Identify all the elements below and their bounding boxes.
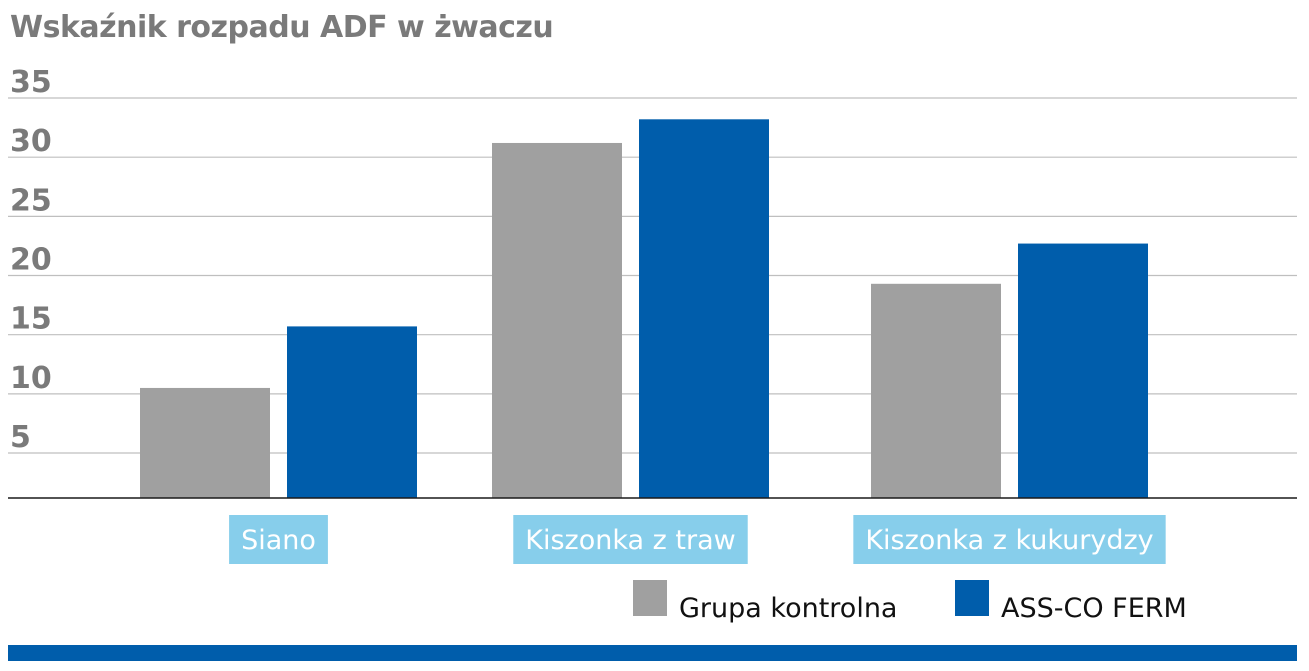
category-label-bg bbox=[853, 515, 1166, 564]
bar-control-2 bbox=[871, 283, 1001, 498]
bar-control-1 bbox=[492, 142, 622, 499]
bar-asscoferm-1 bbox=[639, 119, 769, 499]
bar-asscoferm-2 bbox=[1018, 243, 1148, 498]
legend-swatch bbox=[955, 580, 989, 616]
bar-control-0 bbox=[140, 387, 270, 498]
y-tick-label: 15 bbox=[10, 302, 52, 337]
y-tick-label: 10 bbox=[10, 361, 52, 396]
bar-asscoferm-0 bbox=[287, 326, 417, 498]
legend-item-0: Grupa kontrolna bbox=[633, 580, 897, 624]
y-tick-label: 25 bbox=[10, 183, 52, 218]
bars bbox=[140, 119, 1148, 499]
category-label-text: Siano bbox=[241, 525, 316, 556]
category-label-text: Kiszonka z kukurydzy bbox=[865, 525, 1153, 556]
legend-item-1: ASS-CO FERM bbox=[955, 580, 1187, 624]
category-label-bg bbox=[229, 515, 328, 564]
y-axis-ticks: 5 10 15 20 25 30 35 bbox=[10, 65, 52, 455]
legend: Grupa kontrolna ASS-CO FERM bbox=[633, 580, 1187, 624]
y-tick-label: 5 bbox=[10, 420, 31, 455]
y-tick-label: 35 bbox=[10, 65, 52, 100]
category-label-2: Kiszonka z kukurydzy bbox=[853, 515, 1166, 564]
category-label-bg bbox=[513, 515, 748, 564]
category-label-1: Kiszonka z traw bbox=[513, 515, 748, 564]
bottom-accent-bar bbox=[8, 645, 1297, 661]
category-label-text: Kiszonka z traw bbox=[525, 525, 735, 556]
legend-swatch bbox=[633, 580, 667, 616]
legend-label: Grupa kontrolna bbox=[679, 593, 897, 624]
y-tick-label: 20 bbox=[10, 243, 52, 278]
y-tick-label: 30 bbox=[10, 124, 52, 159]
category-label-0: Siano bbox=[229, 515, 328, 564]
chart-title: Wskaźnik rozpadu ADF w żwaczu bbox=[10, 10, 554, 45]
legend-label: ASS-CO FERM bbox=[1001, 593, 1187, 624]
category-labels: Siano Kiszonka z traw Kiszonka z kukurydzy bbox=[229, 515, 1166, 564]
